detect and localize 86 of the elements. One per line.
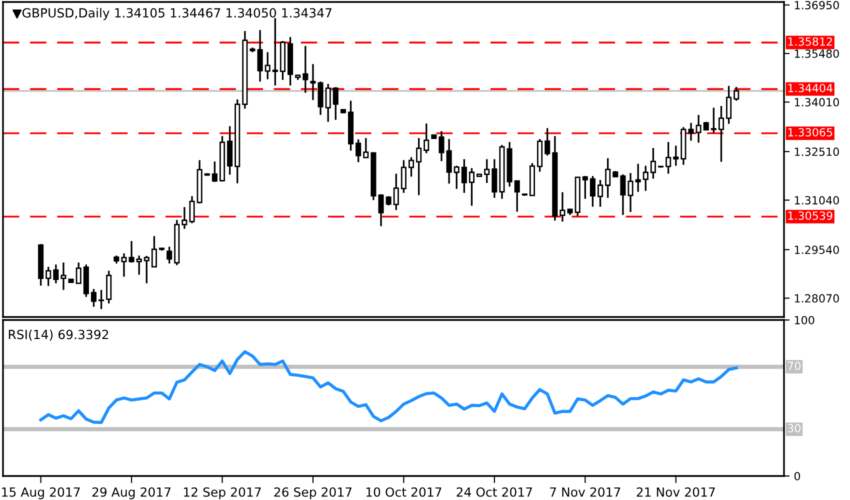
x-tick-label: 26 Sep 2017 <box>274 487 352 500</box>
candlestick <box>212 160 218 183</box>
candlestick <box>734 86 740 102</box>
y-tick-label: 1.32510 <box>794 148 839 156</box>
candlestick <box>446 138 452 184</box>
x-tick-label: 29 Aug 2017 <box>92 487 170 500</box>
candlestick <box>332 86 338 121</box>
ref-line-label: 1.33065 <box>788 128 832 136</box>
candlestick <box>325 83 331 123</box>
y-tick-label: 1.36950 <box>794 0 839 10</box>
y-tick-label: 1.35480 <box>794 49 839 58</box>
x-tick-label: 15 Aug 2017 <box>2 487 80 500</box>
candlestick <box>98 289 104 310</box>
ref-line-label: 70 <box>788 362 801 370</box>
candlestick <box>46 266 52 287</box>
candlestick <box>620 174 626 216</box>
candlestick <box>264 51 270 80</box>
y-tick-label: 1.31040 <box>794 196 839 204</box>
candlestick <box>688 122 694 142</box>
x-tick-label: 7 Nov 2017 <box>550 487 620 497</box>
candlestick <box>650 147 656 180</box>
candlestick <box>718 105 724 163</box>
candlestick <box>416 137 422 196</box>
candlestick <box>628 172 634 213</box>
candlestick <box>544 127 550 156</box>
candlestick <box>356 138 362 163</box>
candlestick <box>136 254 142 276</box>
y-tick-label: 100 <box>794 316 814 324</box>
y-tick-label: 0 <box>794 472 800 480</box>
candlestick <box>560 191 566 222</box>
candlestick <box>590 175 596 208</box>
ref-line-label: 1.30539 <box>788 211 832 220</box>
line-series <box>39 350 738 424</box>
candlestick <box>386 195 392 206</box>
candlestick <box>484 158 490 184</box>
chart-title: GBPUSD,Daily 1.34105 1.34467 1.34050 1.34347 <box>22 8 332 20</box>
candlestick <box>144 255 150 284</box>
candlestick <box>166 246 172 264</box>
candlestick <box>151 235 157 268</box>
candlestick <box>182 206 188 230</box>
candlestick <box>60 262 66 291</box>
candlestick <box>461 158 467 194</box>
candlestick <box>514 180 520 213</box>
candlestick <box>696 114 702 144</box>
candlestick <box>272 17 278 86</box>
candlestick <box>408 156 414 178</box>
y-tick-label: 1.34010 <box>794 98 839 106</box>
candlestick <box>189 195 195 224</box>
candlestick <box>363 137 369 158</box>
candlestick <box>53 264 59 284</box>
candlestick <box>468 167 475 207</box>
candlestick <box>128 240 134 264</box>
candlestick <box>438 130 444 162</box>
x-tick-label: 12 Sep 2017 <box>184 487 261 500</box>
candlestick <box>257 29 263 82</box>
candlestick <box>378 193 384 228</box>
ref-line-label: 1.34404 <box>788 84 832 92</box>
x-tick-label: 21 Nov 2017 <box>636 487 715 497</box>
candlestick <box>310 63 316 101</box>
x-tick-label: 10 Oct 2017 <box>366 487 442 497</box>
candlestick <box>666 141 672 175</box>
text: RSI(14) 69.3392 <box>8 330 108 341</box>
y-tick-label: 1.28070 <box>794 294 839 303</box>
candlestick <box>635 162 641 193</box>
candlestick <box>76 262 82 285</box>
candlestick <box>673 144 679 167</box>
candlestick <box>106 270 112 304</box>
x-tick-label: 24 Oct 2017 <box>456 487 532 497</box>
y-tick-label: 1.29540 <box>794 246 839 254</box>
ref-line-label: 1.35812 <box>788 37 832 46</box>
candlestick <box>642 164 648 192</box>
candlestick <box>318 80 324 116</box>
candlestick <box>121 252 127 278</box>
candlestick <box>90 288 96 308</box>
candlestick <box>605 157 611 199</box>
candlestick <box>424 122 430 154</box>
candlestick <box>492 158 498 199</box>
candlestick <box>726 85 732 125</box>
candlestick <box>454 164 460 190</box>
candlestick <box>302 45 308 94</box>
candlestick <box>582 175 588 200</box>
candlestick <box>400 159 406 194</box>
candlestick <box>393 172 399 211</box>
candlestick <box>710 106 716 134</box>
candlestick <box>598 179 604 208</box>
ref-line-label: 30 <box>788 424 801 432</box>
